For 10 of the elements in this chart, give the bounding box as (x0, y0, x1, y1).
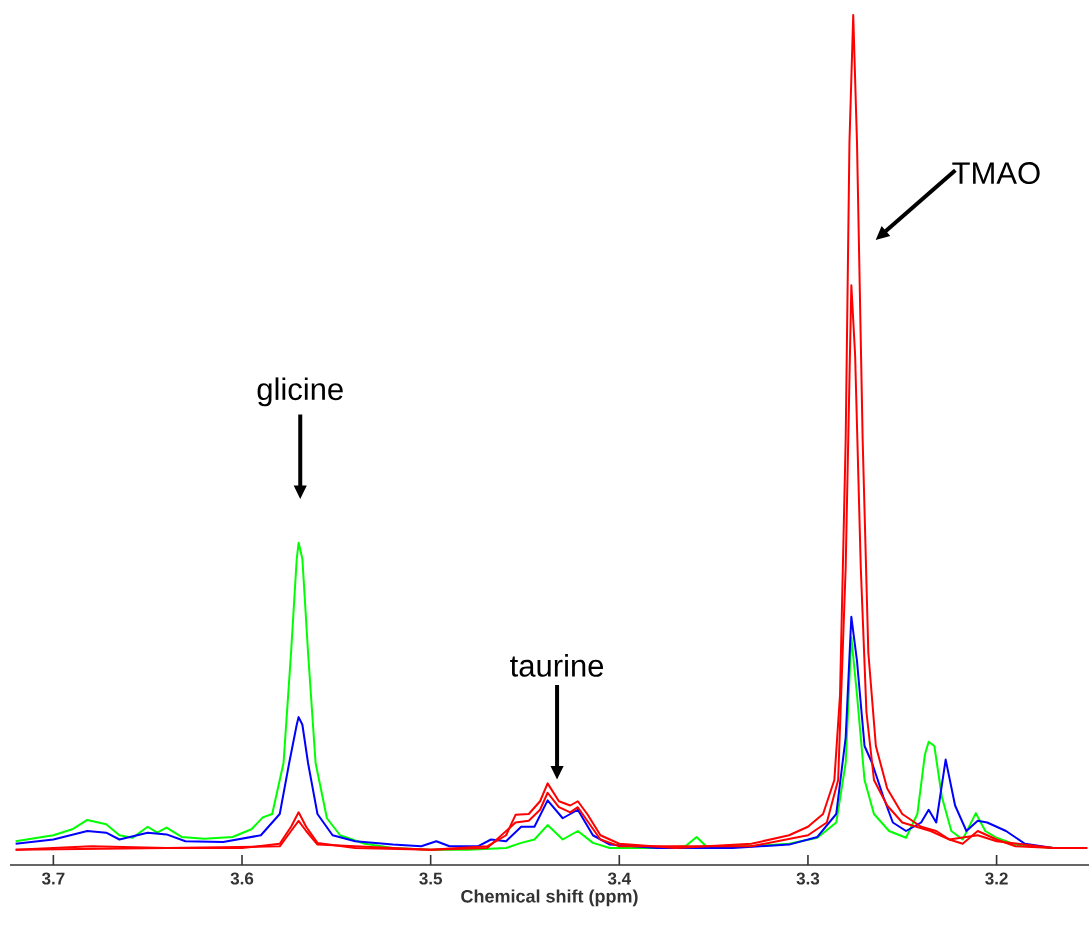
x-tick-label: 3.4 (607, 872, 632, 885)
x-axis-title: Chemical shift (ppm) (461, 889, 638, 907)
annotation: TMAO (952, 162, 1040, 185)
annotation: glicine (257, 377, 343, 407)
annotation: taurine (510, 654, 604, 677)
x-tick-label: 3.7 (41, 872, 65, 885)
x-tick-label: 3.6 (230, 872, 254, 885)
x-tick-label: 3.3 (796, 872, 820, 885)
x-tick-label: 3.5 (419, 872, 443, 885)
x-tick-label: 3.2 (985, 872, 1008, 885)
